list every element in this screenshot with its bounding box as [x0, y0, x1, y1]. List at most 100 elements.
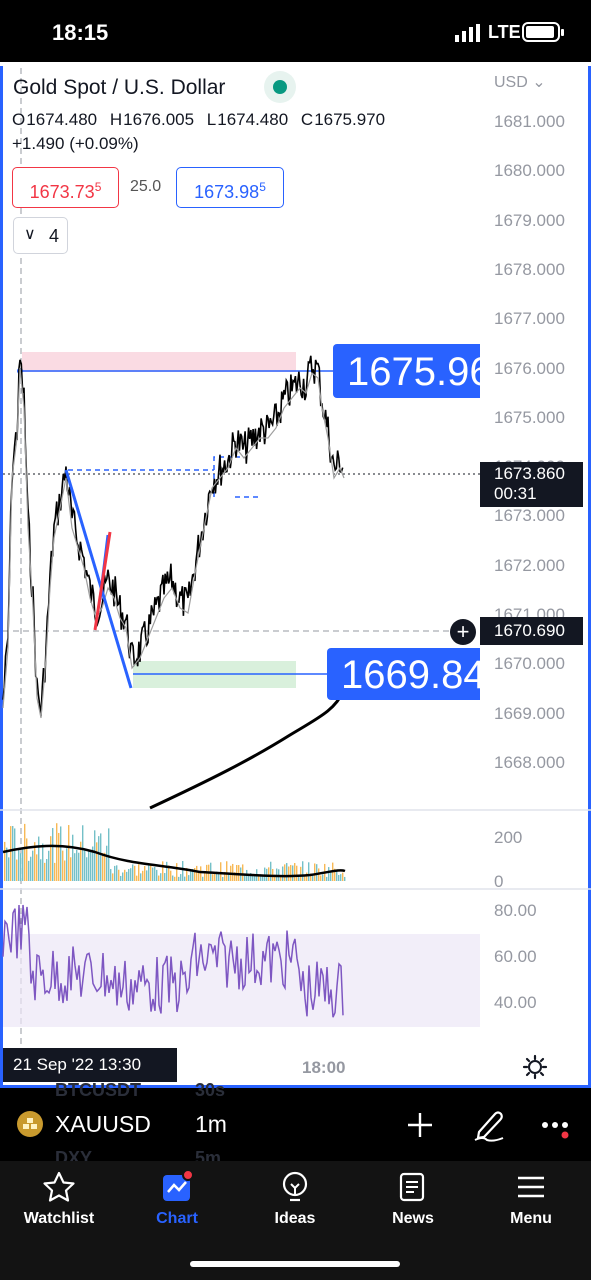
volume-bar — [280, 875, 282, 881]
volume-bar — [60, 826, 62, 881]
volume-bar — [90, 849, 92, 881]
symbol-title[interactable]: Gold Spot / U.S. Dollar — [13, 76, 226, 99]
volume-bar — [162, 861, 164, 881]
volume-bar — [116, 865, 118, 881]
volume-bar — [130, 868, 132, 881]
spread-value: 25.0 — [130, 178, 162, 195]
tab-ideas[interactable]: Ideas — [240, 1170, 350, 1228]
ohlc-values: O1674.480 H1676.005 L1674.480 C1675.970 — [12, 110, 386, 129]
volume-bar — [232, 863, 234, 881]
tab-menu[interactable]: Menu — [476, 1170, 586, 1228]
volume-bar — [84, 848, 86, 881]
sell-button[interactable]: 1673.735 — [12, 167, 119, 208]
volume-bar — [262, 874, 264, 881]
price-axis-label: 1675.000 — [494, 407, 565, 427]
volume-bar — [168, 865, 170, 881]
volume-bar — [112, 873, 114, 881]
volume-bar — [212, 874, 214, 881]
volume-bar — [174, 876, 176, 881]
volume-bar — [158, 875, 160, 881]
volume-bar — [260, 874, 262, 881]
tab-chart[interactable]: Chart — [122, 1170, 232, 1228]
battery-icon — [522, 22, 564, 42]
price-axis-label: 1668.000 — [494, 752, 565, 772]
volume-bar — [136, 875, 138, 881]
volume-bar — [142, 870, 144, 881]
volume-bar — [254, 874, 256, 881]
trend-line-blue — [64, 469, 133, 689]
volume-bar — [14, 828, 16, 881]
volume-bar — [134, 865, 136, 881]
volume-bar — [340, 874, 342, 881]
volume-bar — [36, 854, 38, 881]
volume-bar — [126, 871, 128, 881]
indicators-toggle-button[interactable]: ∨ 4 — [13, 217, 68, 254]
volume-bar — [100, 833, 102, 881]
volume-bar — [170, 870, 172, 881]
trend-line-red — [93, 531, 112, 631]
volume-bar — [42, 843, 44, 881]
volume-bar — [140, 873, 142, 881]
rsi-line — [2, 904, 344, 1018]
volume-bar — [304, 876, 306, 881]
symbol-selector[interactable]: XAUUSD — [55, 1111, 151, 1137]
volume-moving-average — [2, 844, 346, 878]
interval-selector[interactable]: 1m — [195, 1111, 227, 1137]
menu-icon — [518, 1176, 544, 1198]
volume-bar — [66, 848, 68, 881]
volume-bar — [338, 875, 340, 881]
volume-bar — [186, 867, 188, 881]
price-chart[interactable] — [0, 62, 591, 1088]
settings-gear-icon[interactable] — [522, 1054, 548, 1080]
pen-icon[interactable] — [473, 1108, 505, 1142]
rsi-axis-label: 80.00 — [494, 901, 537, 920]
volume-bar — [248, 874, 250, 881]
volume-bar — [310, 873, 312, 881]
market-status-indicator[interactable] — [264, 71, 296, 103]
buy-button[interactable]: 1673.985 — [176, 167, 284, 208]
volume-bar — [192, 869, 194, 881]
volume-bar — [300, 866, 302, 881]
home-indicator — [190, 1261, 400, 1267]
volume-bar — [110, 869, 112, 881]
volume-bar — [154, 866, 156, 881]
volume-bar — [16, 859, 18, 881]
upper-order-price-tag[interactable]: 1675.96 — [333, 344, 480, 398]
open-value: 1674.480 — [26, 110, 98, 129]
ghost-symbol: BTCUSDT — [55, 1080, 141, 1100]
volume-bar — [164, 873, 166, 881]
volume-bar — [216, 871, 218, 881]
volume-bar — [8, 857, 10, 881]
more-icon[interactable] — [541, 1116, 573, 1140]
volume-bar — [204, 871, 206, 881]
volume-bar — [306, 872, 308, 881]
add-alert-plus-icon[interactable]: + — [450, 619, 476, 645]
currency-selector[interactable]: USD ⌄ — [494, 74, 546, 91]
tab-news[interactable]: News — [358, 1170, 468, 1228]
lower-order-price-tag[interactable]: 1669.84 — [327, 648, 480, 700]
volume-bar — [46, 859, 48, 881]
plus-icon[interactable] — [406, 1111, 434, 1139]
volume-bar — [274, 874, 276, 881]
status-time: 18:15 — [52, 20, 109, 45]
volume-axis-label: 0 — [494, 872, 504, 891]
bulb-icon — [282, 1171, 308, 1202]
time-axis-label: 18:00 — [302, 1058, 346, 1077]
volume-bar — [302, 861, 304, 881]
volume-bar — [44, 862, 46, 881]
volume-bar — [284, 864, 286, 881]
price-axis-label: 1681.000 — [494, 112, 565, 131]
volume-bar — [194, 867, 196, 881]
tab-watchlist[interactable]: Watchlist — [4, 1170, 114, 1228]
volume-bar — [152, 867, 154, 881]
volume-bar — [68, 825, 70, 881]
volume-bar — [48, 850, 50, 881]
volume-bar — [74, 853, 76, 881]
volume-bar — [76, 849, 78, 881]
volume-bar — [220, 862, 222, 881]
price-axis-label: 1672.000 — [494, 555, 565, 575]
volume-bar — [342, 872, 344, 881]
chevron-down-icon: ∨ — [24, 226, 36, 243]
current-price-label: 1673.860 00:31 — [480, 462, 583, 507]
volume-bar — [156, 869, 158, 881]
